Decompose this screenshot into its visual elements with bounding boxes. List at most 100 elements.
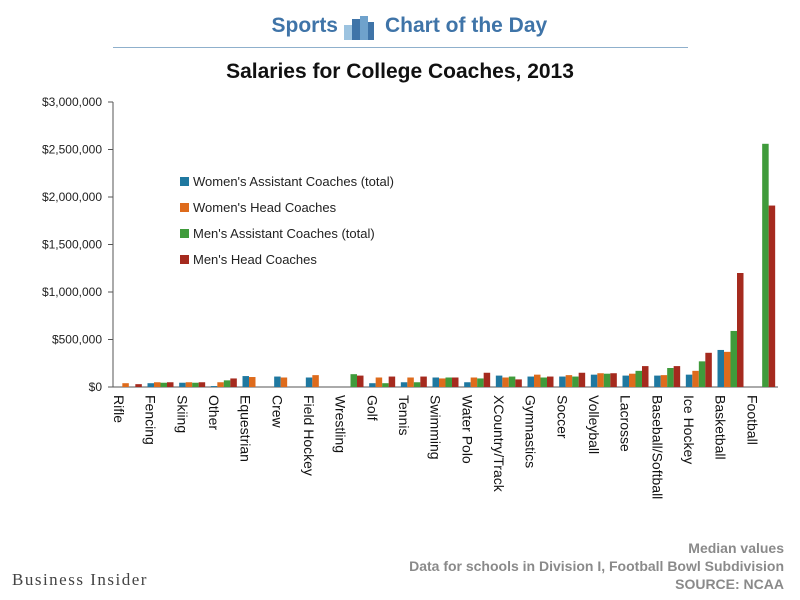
bar	[673, 366, 681, 387]
x-category-label: Other	[206, 395, 222, 430]
bar	[660, 375, 668, 388]
bar	[452, 377, 459, 387]
x-category-label: Golf	[364, 395, 380, 421]
bar	[508, 376, 516, 387]
footnote-source: SOURCE: NCAA	[675, 576, 784, 592]
x-category-label: Volleyball	[586, 395, 602, 454]
bar	[610, 373, 617, 387]
chart-title: Salaries for College Coaches, 2013	[226, 60, 574, 83]
bar	[667, 368, 674, 387]
bar	[768, 205, 776, 387]
legend-label: Men's Assistant Coaches (total)	[193, 226, 375, 241]
bar	[388, 376, 396, 387]
header-divider	[113, 47, 688, 48]
bar	[692, 370, 699, 387]
legend-swatch	[180, 229, 189, 238]
bar	[445, 377, 452, 387]
bar	[527, 376, 534, 387]
legend-swatch	[180, 177, 189, 186]
bar	[420, 376, 427, 387]
bar	[192, 382, 199, 387]
bar	[230, 378, 237, 387]
bar	[432, 377, 439, 387]
x-category-label: Fencing	[143, 395, 159, 445]
x-category-label: Crew	[269, 395, 285, 429]
y-tick-label: $3,000,000	[42, 95, 102, 109]
x-category-label: Ice Hockey	[681, 395, 697, 464]
y-tick-label: $1,000,000	[42, 285, 102, 299]
x-category-label: Baseball/Softball	[649, 395, 665, 499]
bar	[642, 366, 649, 387]
bar	[312, 375, 319, 388]
bar	[534, 374, 541, 387]
bar	[198, 382, 206, 387]
header-series-label: Chart of the Day	[385, 14, 548, 37]
chart-of-the-day-header: Sports Chart of the Day	[0, 0, 800, 48]
bar	[705, 352, 712, 387]
bar	[179, 382, 186, 387]
bar	[223, 380, 231, 387]
x-category-label: Water Polo	[459, 395, 475, 464]
bar	[357, 375, 364, 387]
bar	[762, 143, 769, 387]
bar	[160, 382, 167, 387]
header-section-label: Sports	[271, 14, 338, 37]
bar	[502, 377, 509, 387]
bar	[495, 375, 503, 387]
bar	[249, 377, 256, 387]
bar	[572, 376, 579, 387]
legend-swatch	[180, 255, 189, 264]
legend-label: Women's Assistant Coaches (total)	[193, 174, 394, 189]
bar	[737, 273, 744, 387]
bar	[407, 377, 414, 387]
bar	[477, 378, 484, 387]
bar	[185, 382, 193, 387]
bar	[242, 376, 249, 387]
x-category-label: Lacrosse	[618, 395, 634, 452]
bar	[540, 377, 547, 387]
bar	[622, 375, 629, 387]
bar	[470, 377, 478, 387]
bar	[274, 376, 281, 387]
bar	[597, 373, 604, 387]
bar	[578, 372, 586, 387]
footnote-division: Data for schools in Division I, Football…	[409, 558, 784, 574]
bar	[635, 370, 642, 387]
bar	[305, 377, 313, 387]
y-tick-label: $1,500,000	[42, 238, 102, 252]
bar	[382, 383, 389, 387]
bar-chart-icon	[344, 16, 374, 40]
bar	[547, 376, 554, 387]
bar	[515, 379, 522, 387]
x-category-label: Gymnastics	[523, 395, 539, 468]
bar	[154, 382, 161, 387]
x-category-label: Basketball	[713, 395, 729, 460]
y-tick-label: $500,000	[52, 333, 102, 347]
footnotes: Median values Data for schools in Divisi…	[409, 539, 784, 593]
x-category-label: Field Hockey	[301, 395, 317, 476]
bar	[439, 378, 446, 387]
bar	[122, 383, 129, 387]
x-category-label: Rifle	[111, 395, 127, 423]
bar	[603, 373, 611, 387]
legend-label: Men's Head Coaches	[193, 252, 317, 267]
bar	[483, 372, 491, 387]
bar	[147, 383, 154, 387]
x-category-label: Soccer	[554, 395, 570, 439]
x-category-label: Equestrian	[238, 395, 254, 462]
y-tick-label: $2,000,000	[42, 190, 102, 204]
bar	[217, 382, 224, 387]
y-tick-label: $2,500,000	[42, 143, 102, 157]
x-category-label: Tennis	[396, 395, 412, 435]
bar	[400, 382, 408, 387]
bar	[685, 374, 693, 387]
bar	[629, 373, 636, 387]
x-category-label: Swimming	[428, 395, 444, 460]
bar	[413, 382, 421, 387]
bar	[280, 377, 288, 387]
x-category-label: XCountry/Track	[491, 395, 507, 493]
bar	[375, 377, 383, 387]
bar	[698, 361, 706, 387]
bar	[717, 349, 724, 387]
